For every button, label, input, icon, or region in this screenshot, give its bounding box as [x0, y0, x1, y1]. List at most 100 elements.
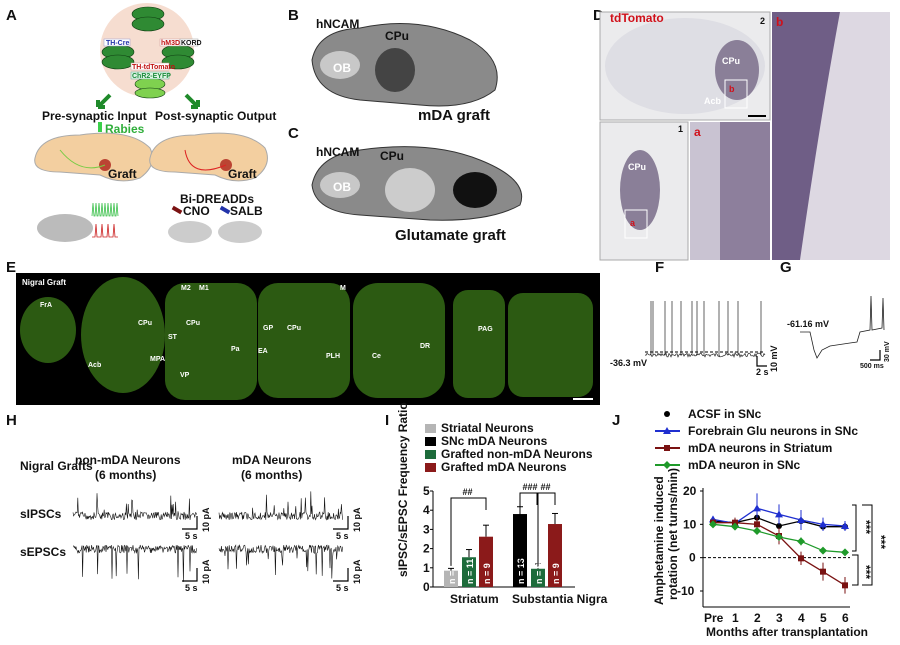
- voltage-scale-f: 10 mV: [769, 345, 779, 372]
- data-point: [819, 520, 827, 528]
- legend-label: Forebrain Glu neurons in SNc: [688, 424, 858, 438]
- time-scale-f: 2 s: [756, 367, 769, 377]
- legend-label: Striatal Neurons: [441, 421, 534, 435]
- region-label: M1: [199, 285, 209, 292]
- panel-a-schematic: TH-Cre hM3Dq KORD TH-tdTomato ChR2-EYFP …: [34, 3, 276, 243]
- scale-bar: [333, 568, 349, 582]
- significance-bracket: [862, 504, 873, 586]
- region-label: PLH: [326, 353, 340, 360]
- col1-subtitle: (6 months): [95, 468, 156, 482]
- scale-bar: [870, 350, 881, 361]
- y-tick-label: 0: [423, 580, 430, 594]
- panel-c-image: hNCAM OB CPu Glutamate graft: [311, 145, 522, 244]
- current-scale-label: 10 pA: [201, 507, 211, 532]
- panel-e-image: Nigral Graft FrA Acb CPu M2 M1 CPu ST MPA VP Pa EA…: [16, 273, 600, 405]
- hncam-label-b: hNCAM: [316, 17, 359, 31]
- region-label: Acb: [88, 362, 101, 369]
- bar: [462, 557, 476, 587]
- time-scale-label: 5 s: [336, 531, 349, 541]
- panel-label-c: C: [288, 125, 299, 142]
- panel-label-a: A: [6, 7, 17, 24]
- panel-j-line-chart: ACSF in SNc Forebrain Glu neurons in SNc m…: [652, 407, 888, 639]
- bar: [531, 568, 545, 587]
- cpu-label-d1: CPu: [628, 162, 646, 172]
- current-trace: [218, 544, 343, 579]
- scale-bar: [182, 516, 198, 530]
- current-scale-label: 10 pA: [352, 559, 362, 584]
- significance-label: ###: [523, 482, 538, 492]
- construct-hm3dq: hM3Dq: [161, 40, 184, 47]
- legend-marker: [663, 461, 671, 469]
- cpu-label-b: CPu: [385, 29, 409, 43]
- post-synaptic-label: Post-synaptic Output: [155, 109, 276, 123]
- section-number-2: 2: [760, 16, 765, 26]
- hncam-label-c: hNCAM: [316, 145, 359, 159]
- panel-labels: A B C D E F G H I J: [6, 7, 792, 429]
- current-trace: [72, 493, 197, 521]
- nigral-graft-title: Nigral Graft: [22, 278, 66, 287]
- data-point: [798, 555, 804, 562]
- n-label: n = 15: [447, 558, 457, 584]
- section-number-1: 1: [678, 124, 683, 134]
- region-label: DR: [420, 343, 430, 350]
- x-tick-label: 5: [820, 611, 827, 625]
- inset-a-label: a: [694, 125, 701, 139]
- panel-label-g: G: [780, 259, 792, 276]
- syringe-icon: [98, 122, 102, 132]
- mda-graft-caption: mDA graft: [418, 107, 490, 124]
- legend-marker: [664, 411, 670, 417]
- legend-label: mDA neurons in Striatum: [688, 441, 832, 455]
- y-tick-label: 1: [423, 561, 430, 575]
- region-label: CPu: [186, 320, 200, 327]
- region-label: Pa: [231, 346, 240, 353]
- voltage-scale-g: 30 mV: [884, 341, 891, 362]
- tdtomato-label: tdTomato: [610, 11, 664, 25]
- bar: [479, 536, 493, 587]
- scale-bar: [756, 356, 767, 367]
- region-label: GP: [263, 325, 273, 332]
- group-label: Substantia Nigra: [512, 592, 608, 606]
- cell-clusters: [101, 6, 195, 99]
- legend-marker: [663, 427, 671, 434]
- y-tick-label: 5: [423, 484, 430, 498]
- significance-bracket: [519, 492, 538, 566]
- region-label: FrA: [40, 302, 52, 309]
- legend-label: Grafted non-mDA Neurons: [441, 447, 593, 461]
- region-label: PAG: [478, 326, 493, 333]
- time-scale-label: 5 s: [185, 531, 198, 541]
- y-tick-label: 3: [423, 522, 430, 536]
- vm-label-g: -61.16 mV: [787, 319, 829, 329]
- acb-label-d: Acb: [704, 96, 722, 106]
- data-point: [776, 523, 782, 529]
- significance-label: ***: [874, 535, 888, 549]
- ob-label-c: OB: [333, 180, 351, 194]
- data-point: [753, 527, 761, 535]
- y-tick-label: 4: [423, 503, 430, 517]
- cno-label: CNO: [183, 204, 210, 218]
- data-point: [731, 522, 739, 531]
- n-label: n = 11: [465, 559, 475, 584]
- legend-swatch: [425, 424, 436, 433]
- cpu-label-d: CPu: [722, 56, 740, 66]
- vm-label-f: -36.3 mV: [610, 358, 647, 368]
- inset-a-marker: a: [630, 218, 636, 228]
- significance-label: ##: [541, 482, 551, 492]
- mouse-icon: [168, 221, 212, 243]
- arrow-icon: [96, 93, 112, 109]
- data-point: [819, 546, 827, 555]
- data-point: [709, 520, 717, 529]
- sepscs-label: sEPSCs: [20, 545, 66, 559]
- x-tick-label: 2: [754, 611, 761, 625]
- significance-label: ***: [859, 565, 873, 579]
- rabies-label: Rabies: [105, 122, 145, 136]
- x-tick-label: 3: [776, 611, 783, 625]
- panel-label-f: F: [655, 259, 664, 276]
- significance-bracket: [537, 492, 556, 566]
- col2-subtitle: (6 months): [241, 468, 302, 482]
- arrow-icon: [184, 93, 200, 109]
- construct-kord: KORD: [181, 40, 202, 47]
- panel-label-h: H: [6, 412, 17, 429]
- mouse-icon: [218, 221, 262, 243]
